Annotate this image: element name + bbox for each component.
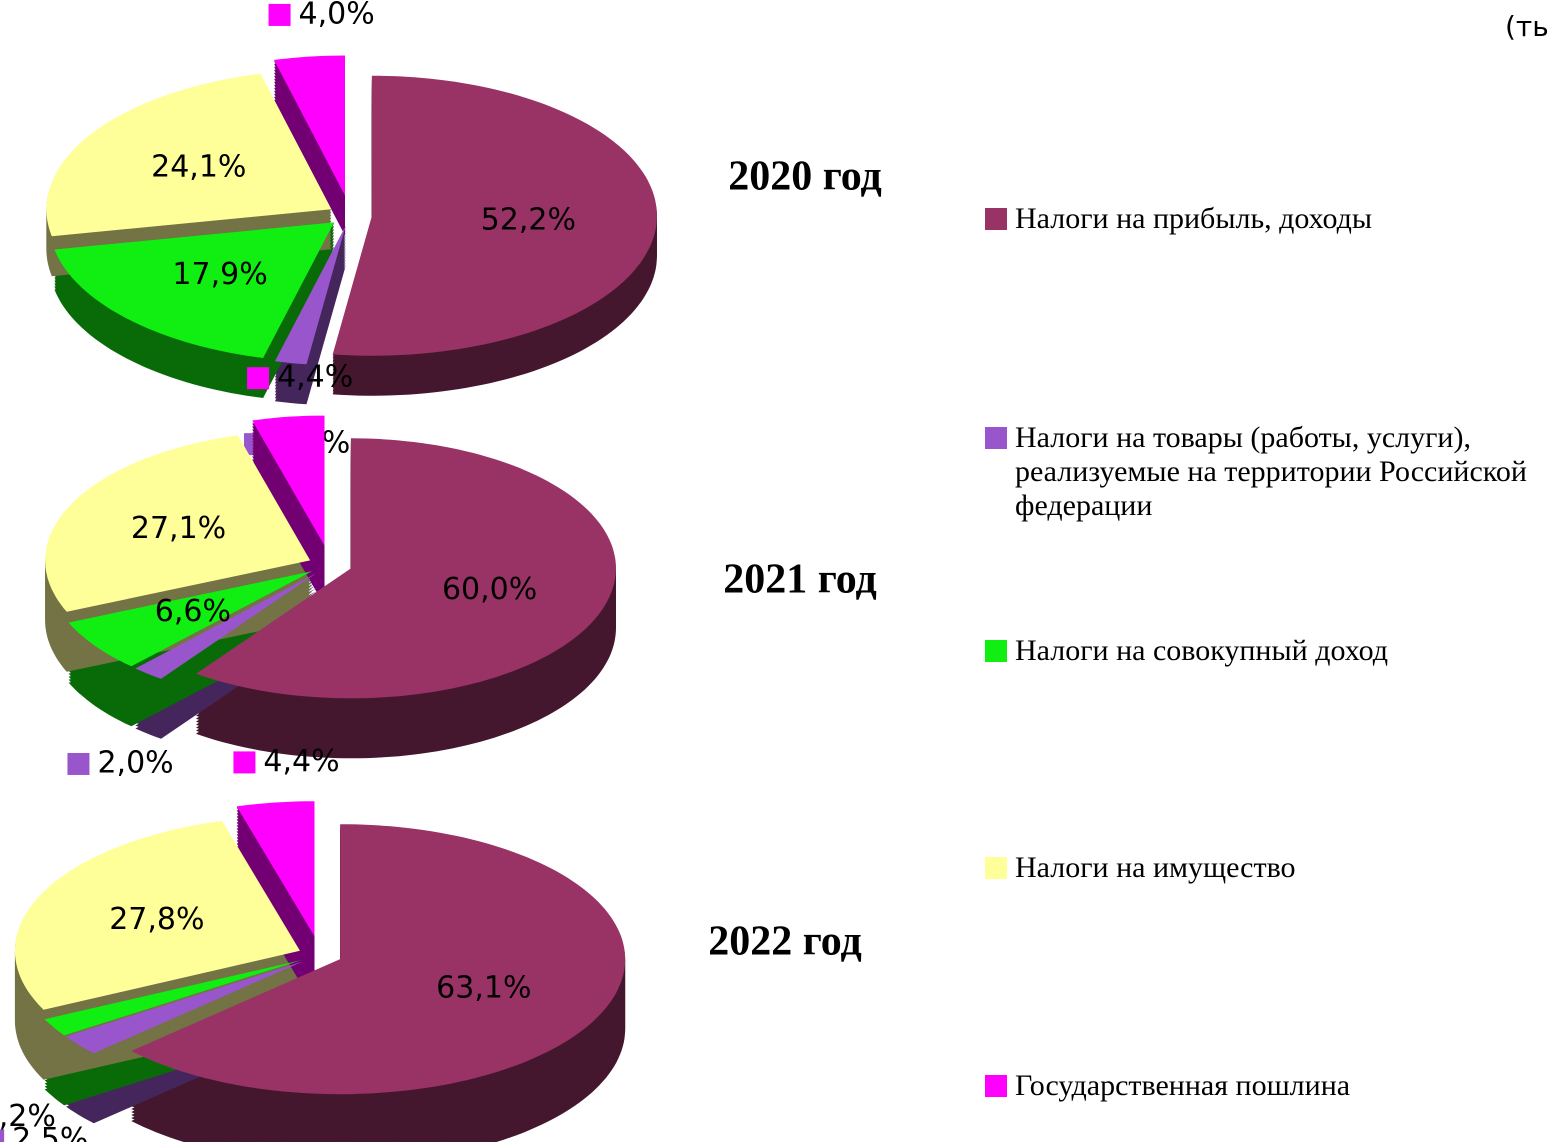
pie-title: 2020 год [728,154,882,200]
data-label: 27,1% [131,511,226,546]
legend-label: Налоги на товары (работы, услуги), реали… [1015,421,1527,522]
legend-item: Налоги на прибыль, доходы [985,202,1555,236]
legend-swatch [985,1075,1007,1097]
legend-label: Налоги на совокупный доход [1015,634,1388,667]
pie-slice [236,801,315,937]
label-marker [247,367,270,390]
legend-swatch [985,208,1007,230]
legend-item: Налоги на совокупный доход [985,634,1555,668]
pie-slice [46,73,332,237]
pie-slice [196,438,616,699]
pie-title: 2022 год [708,919,862,965]
pie-slice [44,960,301,1036]
pie-slice [274,55,345,196]
pie-slice [131,824,626,1095]
legend-item: Государственная пошлина [985,1069,1555,1103]
data-label: 27,8% [109,902,204,937]
pie-slice [332,75,657,356]
label-marker [268,3,291,26]
legend-item: Налоги на имущество [985,851,1555,885]
legend-swatch [985,427,1007,449]
data-label: 63,1% [436,970,531,1005]
legend-label: Налоги на прибыль, доходы [1015,202,1373,235]
pie-slice [14,820,300,1010]
data-label: 2,2% [0,1099,56,1134]
legend-label: Налоги на имущество [1015,851,1296,884]
pie-slice [252,415,325,546]
legend-item: Налоги на товары (работы, услуги), реали… [985,421,1555,523]
data-label: 4,4% [263,744,339,779]
data-label: 6,6% [155,594,231,629]
pie-slice [135,573,317,679]
data-label: 4,4% [277,360,353,395]
pie-slice [54,222,335,358]
note: (ть [1505,10,1549,43]
label-marker [67,752,90,775]
data-label: 17,9% [172,257,267,292]
legend-label: Государственная пошлина [1015,1069,1351,1102]
data-label: 4,0% [299,0,375,31]
label-marker [0,1129,5,1142]
pie-slice [274,225,346,365]
pie-slice [68,571,313,667]
pie-slice [66,961,303,1054]
pie-title: 2021 год [723,557,877,603]
label-marker [233,751,256,774]
data-label: 52,2% [481,203,576,238]
data-label: 24,1% [151,150,246,185]
data-label: 2,0% [97,745,173,780]
pie-slice [45,435,311,612]
data-label: 60,0% [442,572,537,607]
legend-swatch [985,640,1007,662]
data-label: 2,5% [12,1122,88,1142]
legend-swatch [985,857,1007,879]
